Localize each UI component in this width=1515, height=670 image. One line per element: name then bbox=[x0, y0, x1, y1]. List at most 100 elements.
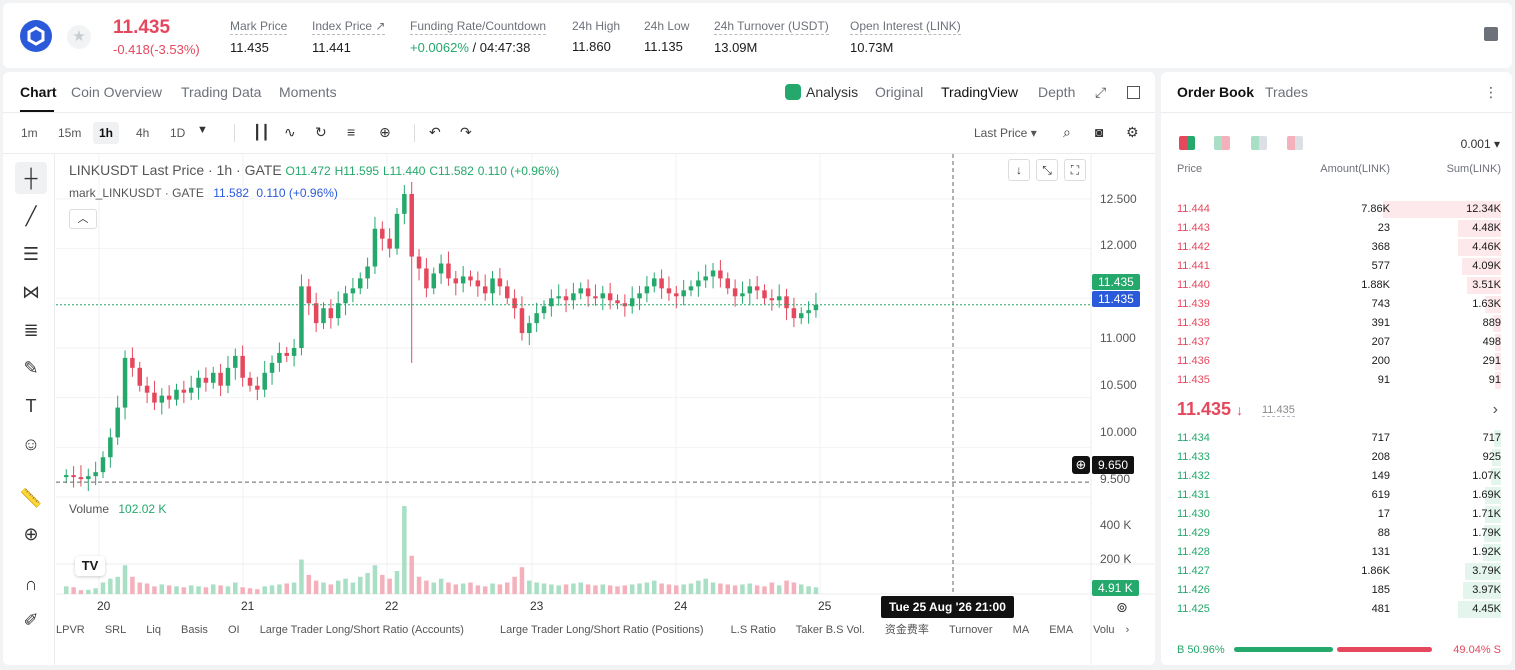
order-row[interactable]: 11.436 200 291 bbox=[1161, 352, 1512, 371]
indicator-ls-ratio[interactable]: L.S Ratio bbox=[730, 624, 776, 636]
horizontal-lines-icon[interactable]: ☰ bbox=[22, 244, 40, 264]
template-icon[interactable]: ≡ bbox=[347, 124, 356, 140]
camera-icon[interactable]: ◙ bbox=[1095, 124, 1104, 140]
funding-label[interactable]: Funding Rate/Countdown bbox=[410, 19, 547, 35]
order-row[interactable]: 11.441 577 4.09K bbox=[1161, 257, 1512, 276]
order-row[interactable]: 11.444 7.86K 12.34K bbox=[1161, 200, 1512, 219]
view-depth[interactable]: Depth bbox=[1038, 84, 1076, 100]
indicator-lt-positions[interactable]: Large Trader Long/Short Ratio (Positions… bbox=[499, 624, 704, 636]
settings-circle-icon[interactable]: ⊚ bbox=[1116, 599, 1128, 615]
volume-bar bbox=[152, 586, 157, 594]
chevron-right-icon[interactable]: › bbox=[1492, 401, 1498, 418]
indicator-lt-accounts[interactable]: Large Trader Long/Short Ratio (Accounts) bbox=[259, 624, 464, 636]
pattern-icon[interactable]: ⋈ bbox=[22, 282, 40, 302]
chevron-right-icon[interactable]: › bbox=[1125, 624, 1130, 636]
collapse-icon[interactable]: ⤡ bbox=[1036, 159, 1058, 181]
indicator-turnover[interactable]: Turnover bbox=[948, 624, 993, 636]
redo-icon[interactable]: ↷ bbox=[460, 124, 472, 140]
mark-price-label[interactable]: Mark Price bbox=[230, 19, 288, 35]
timeframe-4h[interactable]: 4h bbox=[136, 126, 150, 140]
timeframe-1h[interactable]: 1h bbox=[93, 122, 120, 144]
indicator-ma[interactable]: MA bbox=[1012, 624, 1030, 636]
indicator-ema[interactable]: EMA bbox=[1049, 624, 1074, 636]
indicators-icon[interactable]: ∿ bbox=[284, 124, 296, 140]
index-price-label[interactable]: Index Price ↗ bbox=[312, 19, 386, 35]
trendline-icon[interactable]: ╱ bbox=[25, 206, 37, 226]
indicator-basis[interactable]: Basis bbox=[181, 624, 208, 636]
order-row[interactable]: 11.437 207 498 bbox=[1161, 333, 1512, 352]
order-row[interactable]: 11.429 88 1.79K bbox=[1161, 524, 1512, 543]
order-row[interactable]: 11.426 185 3.97K bbox=[1161, 581, 1512, 600]
zoom-in-icon[interactable]: ⊕ bbox=[23, 524, 39, 544]
view-bids-icon[interactable] bbox=[1214, 136, 1230, 150]
add-plus-icon[interactable]: ⊕ bbox=[379, 124, 391, 140]
candle-body bbox=[534, 313, 539, 324]
tab-trades[interactable]: Trades bbox=[1265, 84, 1309, 100]
gear-icon[interactable]: ⚙ bbox=[1126, 124, 1139, 140]
add-alert-plus-icon[interactable]: ⊕ bbox=[1072, 456, 1090, 474]
window-icon[interactable] bbox=[1127, 86, 1140, 99]
ruler-icon[interactable]: 📏 bbox=[19, 488, 43, 508]
collapse-legend-button[interactable]: ︿ bbox=[69, 209, 97, 229]
fullscreen-icon[interactable]: ⛶ bbox=[1064, 159, 1086, 181]
indicator-srl[interactable]: SRL bbox=[104, 624, 127, 636]
replay-icon[interactable]: ↻ bbox=[315, 124, 327, 140]
indicator-volume[interactable]: Volu bbox=[1093, 624, 1115, 636]
order-row[interactable]: 11.435 91 91 bbox=[1161, 371, 1512, 390]
candle-body bbox=[306, 286, 312, 304]
indicator-lpvr[interactable]: LPVR bbox=[56, 624, 85, 636]
order-row[interactable]: 11.434 717 717 bbox=[1161, 429, 1512, 448]
view-both-icon[interactable] bbox=[1179, 136, 1195, 150]
lock-drawing-icon[interactable]: ✐ bbox=[23, 610, 39, 630]
view-tradingview[interactable]: TradingView bbox=[941, 84, 1019, 100]
fib-icon[interactable]: ≣ bbox=[23, 320, 39, 340]
more-vertical-icon[interactable]: ⋮ bbox=[1484, 84, 1498, 100]
tab-chart[interactable]: Chart bbox=[20, 84, 57, 100]
order-row[interactable]: 11.431 619 1.69K bbox=[1161, 486, 1512, 505]
order-row[interactable]: 11.443 23 4.48K bbox=[1161, 219, 1512, 238]
price-source-select[interactable]: Last Price ▾ bbox=[974, 126, 1037, 140]
order-row[interactable]: 11.430 17 1.71K bbox=[1161, 505, 1512, 524]
oi-label[interactable]: Open Interest (LINK) bbox=[850, 19, 961, 35]
order-row[interactable]: 11.442 368 4.46K bbox=[1161, 238, 1512, 257]
notebook-icon[interactable] bbox=[1484, 27, 1498, 41]
emoji-icon[interactable]: ☺ bbox=[21, 434, 41, 454]
favorite-star-icon[interactable]: ★ bbox=[67, 25, 91, 49]
search-icon[interactable]: ⌕ bbox=[1063, 124, 1071, 140]
undo-icon[interactable]: ↶ bbox=[429, 124, 441, 140]
magnet-icon[interactable]: ∩ bbox=[24, 574, 38, 594]
view-asks-icon[interactable] bbox=[1287, 136, 1303, 150]
precision-select[interactable]: 0.001 ▾ bbox=[1460, 137, 1500, 151]
timeframe-1m[interactable]: 1m bbox=[21, 126, 38, 140]
view-original[interactable]: Original bbox=[875, 84, 924, 100]
timeframe-1d[interactable]: 1D bbox=[170, 126, 186, 140]
indicator-liq[interactable]: Liq bbox=[146, 624, 161, 636]
tab-trading-data[interactable]: Trading Data bbox=[181, 84, 262, 100]
indicator-oi[interactable]: OI bbox=[228, 624, 240, 636]
crosshair-icon[interactable]: ┼ bbox=[15, 162, 47, 194]
order-row[interactable]: 11.433 208 925 bbox=[1161, 448, 1512, 467]
view-buy-icon[interactable] bbox=[1251, 136, 1267, 150]
order-row[interactable]: 11.438 391 889 bbox=[1161, 314, 1512, 333]
chevron-down-icon[interactable]: ▼ bbox=[197, 124, 208, 136]
tab-coin-overview[interactable]: Coin Overview bbox=[71, 84, 163, 100]
turnover-label[interactable]: 24h Turnover (USDT) bbox=[714, 19, 829, 35]
text-icon[interactable]: T bbox=[25, 396, 37, 416]
order-row[interactable]: 11.432 149 1.07K bbox=[1161, 467, 1512, 486]
tab-moments[interactable]: Moments bbox=[279, 84, 337, 100]
view-analysis[interactable]: Analysis bbox=[806, 84, 859, 100]
order-row[interactable]: 11.439 743 1.63K bbox=[1161, 295, 1512, 314]
candle-type-icon[interactable]: ┃┃ bbox=[253, 124, 270, 140]
candlestick-chart[interactable] bbox=[56, 154, 1155, 665]
order-row[interactable]: 11.425 481 4.45K bbox=[1161, 600, 1512, 619]
order-row[interactable]: 11.427 1.86K 3.79K bbox=[1161, 562, 1512, 581]
order-row[interactable]: 11.428 131 1.92K bbox=[1161, 543, 1512, 562]
timeframe-15m[interactable]: 15m bbox=[58, 126, 82, 140]
tab-order-book[interactable]: Order Book bbox=[1177, 84, 1255, 100]
brush-icon[interactable]: ✎ bbox=[23, 358, 39, 378]
indicator-taker[interactable]: Taker B.S Vol. bbox=[795, 624, 865, 636]
expand-icon[interactable]: ⤢ bbox=[1095, 84, 1107, 100]
scroll-down-icon[interactable]: ↓ bbox=[1008, 159, 1030, 181]
indicator-funding[interactable]: 资金费率 bbox=[884, 624, 929, 636]
order-row[interactable]: 11.440 1.88K 3.51K bbox=[1161, 276, 1512, 295]
